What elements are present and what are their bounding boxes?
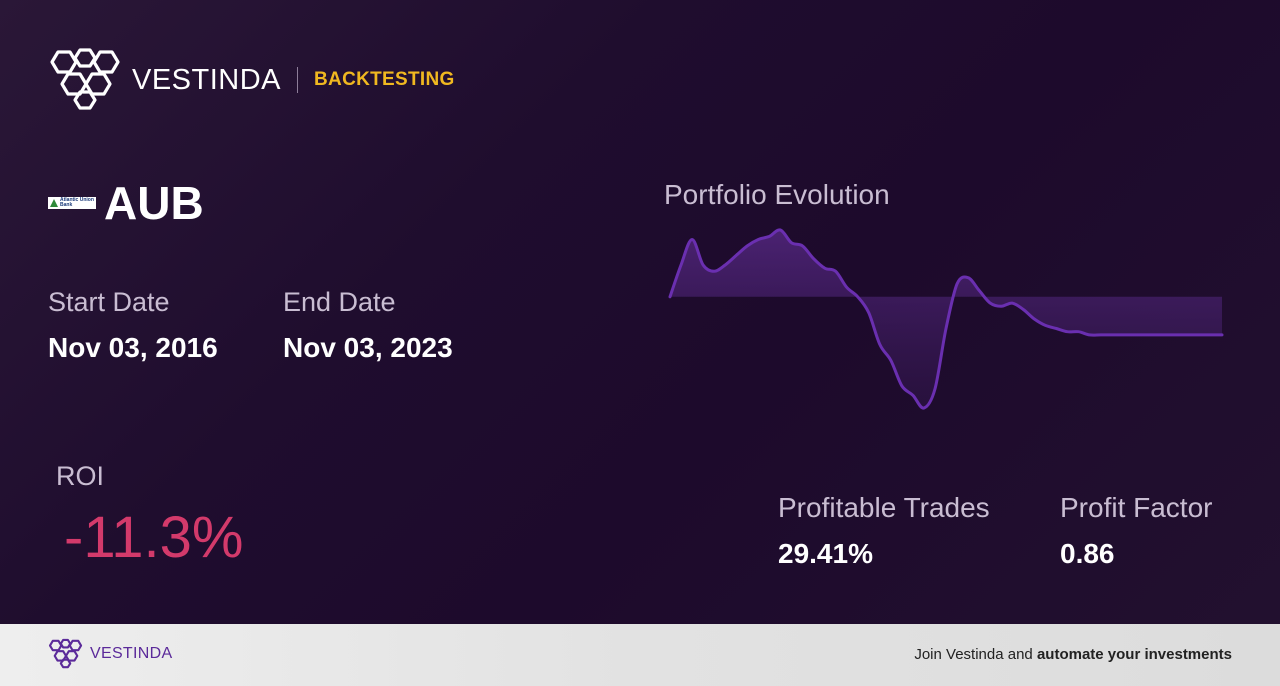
chart-area-fill [670,229,1222,409]
ticker-logo-text: Atlantic Union Bank [60,197,94,208]
end-date-label: End Date [283,287,396,317]
footer-brand-name: VESTINDA [90,645,173,662]
brand-divider [297,67,299,93]
footer: VESTINDA Join Vestinda and automate your… [0,624,1280,686]
brand-tag: BACKTESTING [314,69,455,90]
brand-header: VESTINDA BACKTESTING [48,46,455,114]
chart-title: Portfolio Evolution [664,179,890,210]
atlantic-union-bank-logo-icon: Atlantic Union Bank [48,197,96,209]
vestinda-logo-icon [50,48,120,110]
start-date-label: Start Date [48,287,170,317]
end-date-value: Nov 03, 2023 [283,332,453,363]
footer-cta-prefix: Join Vestinda and [914,646,1033,663]
profitable-trades-value: 29.41% [778,538,873,569]
chart-series-line [668,228,1224,410]
ticker-heading: Atlantic Union Bank AUB [48,176,204,230]
ticker-symbol: AUB [104,177,204,229]
profit-factor-label: Profit Factor [1060,492,1213,523]
start-date-value: Nov 03, 2016 [48,332,218,363]
roi-label: ROI [56,461,105,491]
vestinda-logo-icon [48,638,83,669]
brand-name: VESTINDA [132,63,282,96]
portfolio-chart [668,228,1224,410]
profit-factor-value: 0.86 [1060,538,1115,569]
profitable-trades-label: Profitable Trades [778,492,990,523]
footer-cta[interactable]: Join Vestinda and automate your investme… [914,646,1232,663]
footer-cta-bold: automate your investments [1036,646,1232,663]
report-card: VESTINDA BACKTESTING Atlantic Union Bank… [0,0,1280,624]
roi-value: -11.3% [64,505,244,570]
footer-brand[interactable]: VESTINDA [48,638,172,670]
